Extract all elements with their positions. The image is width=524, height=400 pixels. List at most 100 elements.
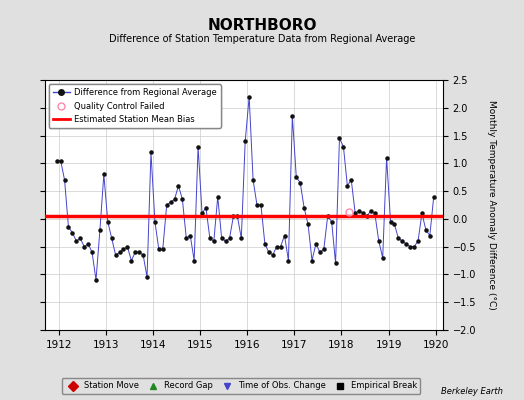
Point <box>253 202 261 208</box>
Point <box>222 238 230 244</box>
Point <box>127 257 136 264</box>
Point <box>355 207 363 214</box>
Point <box>107 235 116 242</box>
Point <box>315 249 324 256</box>
Point <box>84 241 92 247</box>
Point <box>147 149 155 156</box>
Point <box>237 235 246 242</box>
Point <box>370 210 379 216</box>
Point <box>292 174 300 180</box>
Point <box>410 244 418 250</box>
Point <box>288 113 297 119</box>
Point <box>425 232 434 239</box>
Point <box>268 252 277 258</box>
Point <box>383 154 391 161</box>
Point <box>139 252 147 258</box>
Point <box>174 182 183 189</box>
Legend: Station Move, Record Gap, Time of Obs. Change, Empirical Break: Station Move, Record Gap, Time of Obs. C… <box>62 378 420 394</box>
Point <box>162 202 171 208</box>
Point <box>367 207 375 214</box>
Point <box>257 202 265 208</box>
Point <box>190 257 199 264</box>
Point <box>170 196 179 203</box>
Point <box>155 246 163 253</box>
Point <box>123 244 132 250</box>
Point <box>52 157 61 164</box>
Point <box>225 235 234 242</box>
Point <box>206 235 214 242</box>
Point <box>308 257 316 264</box>
Point <box>320 246 328 253</box>
Point <box>72 238 81 244</box>
Point <box>339 144 347 150</box>
Point <box>280 232 289 239</box>
Point <box>159 246 167 253</box>
Point <box>119 246 128 253</box>
Point <box>335 135 344 142</box>
Point <box>430 194 438 200</box>
Point <box>143 274 151 280</box>
Point <box>323 213 332 219</box>
Point <box>304 221 312 228</box>
Text: Berkeley Earth: Berkeley Earth <box>441 387 503 396</box>
Point <box>76 235 84 242</box>
Point <box>359 210 367 216</box>
Point <box>272 244 281 250</box>
Point <box>363 213 371 219</box>
Point <box>422 227 430 233</box>
Point <box>328 218 336 225</box>
Text: NORTHBORO: NORTHBORO <box>208 18 316 33</box>
Point <box>296 180 304 186</box>
Point <box>198 210 206 216</box>
Point <box>378 254 387 261</box>
Point <box>343 182 352 189</box>
Point <box>375 238 383 244</box>
Point <box>131 249 139 256</box>
Point <box>351 210 359 216</box>
Point <box>88 249 96 256</box>
Point <box>57 157 65 164</box>
Point <box>241 138 249 144</box>
Point <box>100 171 108 178</box>
Point <box>214 194 222 200</box>
Point <box>151 218 159 225</box>
Point <box>186 232 194 239</box>
Point <box>312 241 320 247</box>
Point <box>245 94 254 100</box>
Point <box>182 235 191 242</box>
Point <box>68 230 77 236</box>
Legend: Difference from Regional Average, Quality Control Failed, Estimated Station Mean: Difference from Regional Average, Qualit… <box>49 84 221 128</box>
Point <box>104 218 112 225</box>
Point <box>394 235 402 242</box>
Y-axis label: Monthly Temperature Anomaly Difference (°C): Monthly Temperature Anomaly Difference (… <box>487 100 496 310</box>
Point <box>194 144 202 150</box>
Point <box>92 277 100 283</box>
Point <box>178 196 187 203</box>
Point <box>300 204 308 211</box>
Point <box>284 257 292 264</box>
Point <box>418 210 426 216</box>
Point <box>331 260 340 266</box>
Point <box>210 238 218 244</box>
Point <box>115 249 124 256</box>
Point <box>217 235 226 242</box>
Point <box>96 227 104 233</box>
Point <box>414 238 422 244</box>
Point <box>276 244 285 250</box>
Point <box>265 249 273 256</box>
Point <box>167 199 175 206</box>
Point <box>135 249 144 256</box>
Point <box>406 244 414 250</box>
Point <box>402 241 410 247</box>
Text: Difference of Station Temperature Data from Regional Average: Difference of Station Temperature Data f… <box>109 34 415 44</box>
Point <box>347 177 355 183</box>
Point <box>260 241 269 247</box>
Point <box>386 218 395 225</box>
Point <box>80 244 89 250</box>
Point <box>249 177 257 183</box>
Point <box>112 252 120 258</box>
Point <box>233 213 242 219</box>
Point <box>229 213 237 219</box>
Point <box>202 204 210 211</box>
Point <box>64 224 73 230</box>
